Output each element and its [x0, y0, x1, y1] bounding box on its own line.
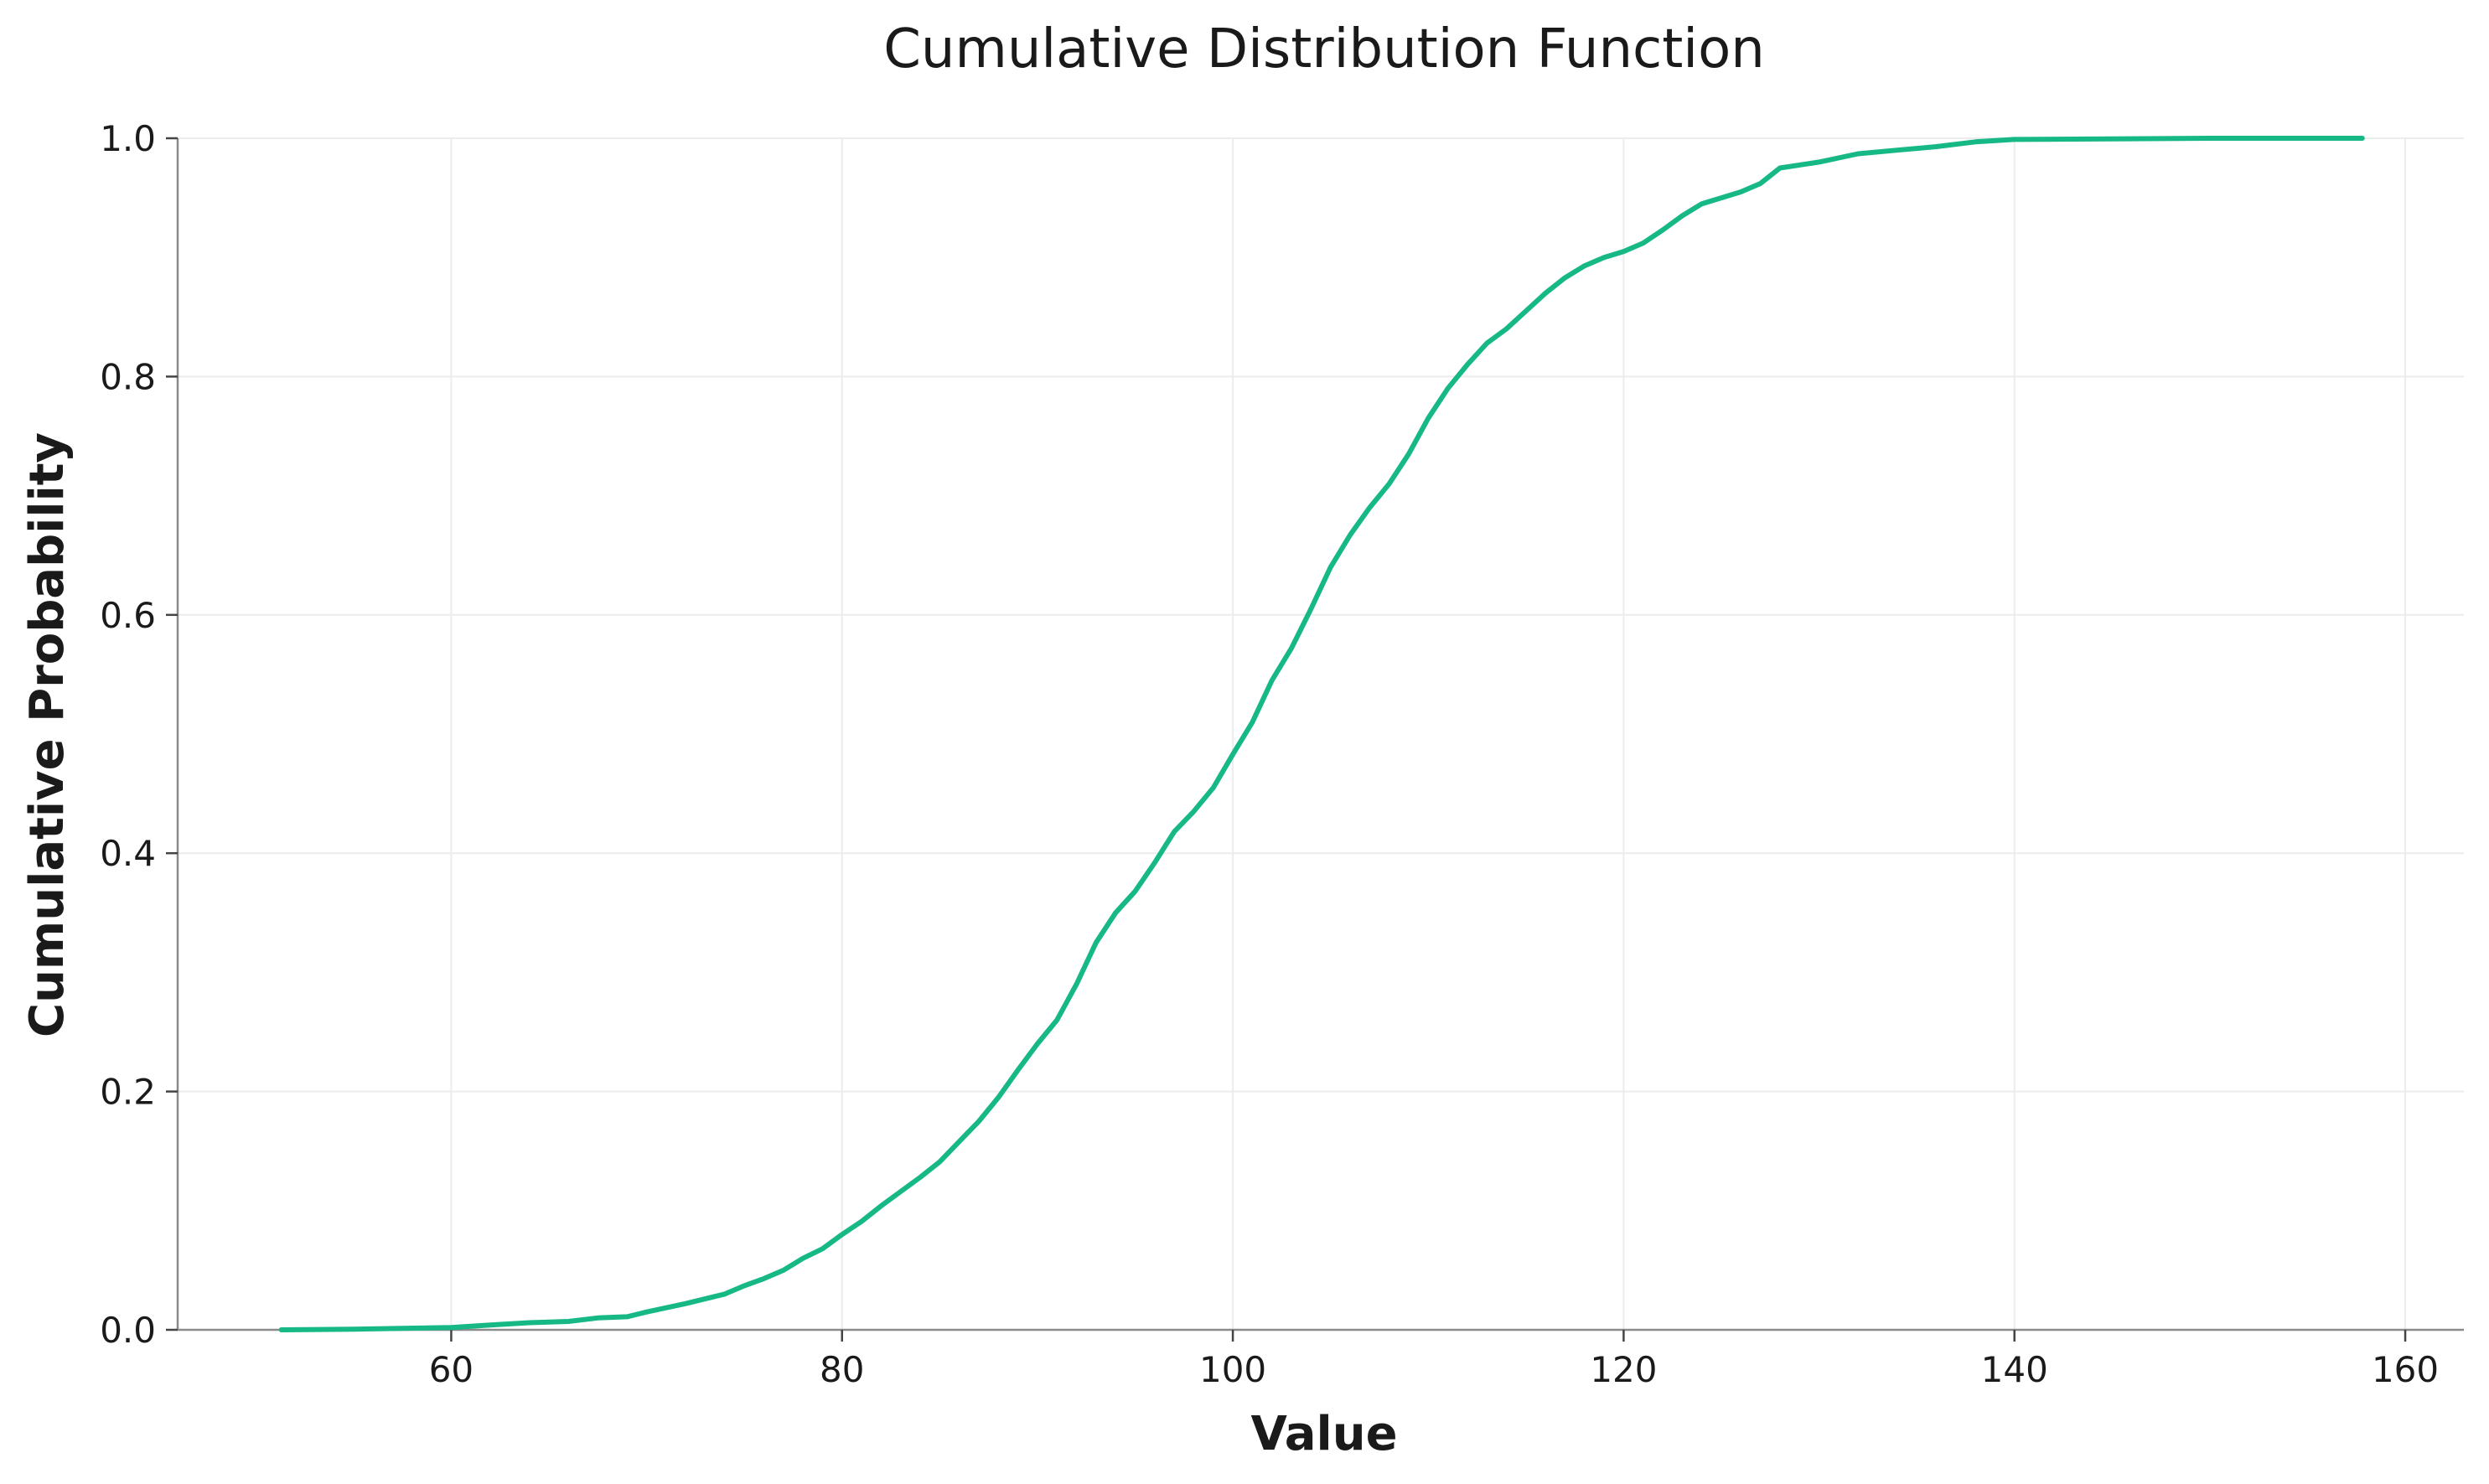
x-tick-label: 60 [429, 1349, 473, 1390]
x-tick-label: 140 [1981, 1349, 2048, 1390]
x-axis-title: Value [1250, 1407, 1397, 1461]
y-tick-label: 0.0 [100, 1310, 156, 1351]
chart-title: Cumulative Distribution Function [883, 18, 1765, 80]
x-tick-label: 100 [1199, 1349, 1266, 1390]
y-tick-label: 0.6 [100, 595, 156, 636]
x-tick-label: 160 [2372, 1349, 2439, 1390]
y-tick-label: 0.2 [100, 1072, 156, 1113]
y-tick-label: 0.4 [100, 833, 156, 874]
x-tick-label: 120 [1590, 1349, 1657, 1390]
x-tick-label: 80 [820, 1349, 864, 1390]
tick-labels: 60 80 100 120 140 160 0.0 0.2 0.4 0.6 0.8 1.0 [100, 118, 2439, 1390]
y-tick-label: 0.8 [100, 356, 156, 397]
series-layer [278, 136, 2365, 1332]
axes [166, 137, 2464, 1342]
y-tick-label: 1.0 [100, 118, 156, 159]
y-axis-title: Cumulative Probability [20, 432, 75, 1037]
cdf-line [278, 136, 2365, 1332]
